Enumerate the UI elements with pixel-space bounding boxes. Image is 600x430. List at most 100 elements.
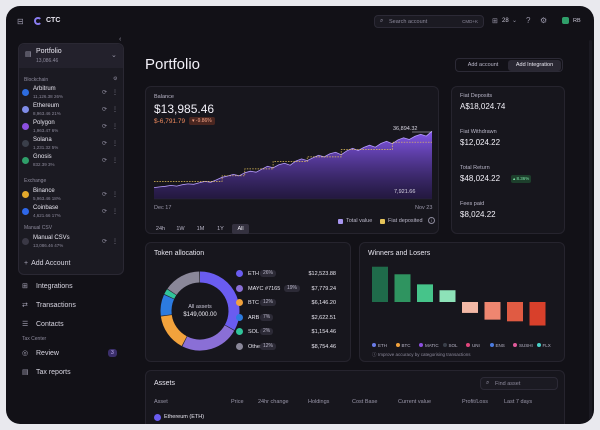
token-row[interactable]: BTC 12% $6,146.20 bbox=[236, 299, 336, 309]
sync-icon[interactable]: ⟳ bbox=[102, 158, 108, 164]
more-icon[interactable]: ⋮ bbox=[112, 209, 118, 215]
legend-swatch bbox=[372, 343, 376, 347]
avatar[interactable]: RB bbox=[573, 18, 581, 24]
token-row[interactable]: Other 12% $8,754.46 bbox=[236, 342, 336, 353]
token-row[interactable]: ETH 26% $12,523.88 bbox=[236, 270, 336, 280]
review-icon: ◎ bbox=[22, 350, 29, 357]
total-value-area bbox=[154, 131, 432, 199]
account-item[interactable]: Manual CSVs 13,086.46 47% ⟳ ⋮ bbox=[20, 235, 120, 253]
column-header[interactable]: Last 7 days bbox=[504, 399, 533, 405]
add-account-button[interactable]: + Add Account bbox=[24, 260, 120, 272]
range-button[interactable]: 1Y bbox=[217, 226, 224, 232]
donut-slice[interactable] bbox=[199, 271, 240, 331]
bar-matic[interactable] bbox=[417, 284, 433, 302]
nav-contacts[interactable]: ☰ Contacts bbox=[20, 319, 120, 333]
sync-icon[interactable]: ⟳ bbox=[102, 209, 108, 215]
chevron-down-icon[interactable]: ⌄ bbox=[512, 18, 518, 24]
portfolio-selector[interactable]: ▤ Portfolio 13,086.46 ⌄ bbox=[19, 44, 123, 68]
donut-slice[interactable] bbox=[160, 294, 175, 316]
token-value: $8,754.46 bbox=[311, 343, 336, 350]
sync-icon[interactable]: ⟳ bbox=[102, 124, 108, 130]
more-icon[interactable]: ⋮ bbox=[112, 239, 118, 245]
donut-slice[interactable] bbox=[160, 314, 188, 346]
winners-note[interactable]: Improve accuracy by categorising transac… bbox=[378, 352, 471, 357]
add-integration-button[interactable]: Add Integration bbox=[508, 60, 561, 71]
asset-search-input[interactable]: ⌕ Find asset bbox=[480, 377, 558, 390]
token-row[interactable]: ARB 7% $2,622.51 bbox=[236, 313, 336, 324]
search-input[interactable]: ⌕ Search account CMD+K bbox=[374, 15, 484, 28]
donut-slice[interactable] bbox=[182, 324, 235, 351]
account-item[interactable]: Solana 1,231.32 5% ⟳ ⋮ bbox=[20, 137, 120, 155]
account-item[interactable]: Coinbase 4,621.66 17% ⟳ ⋮ bbox=[20, 205, 120, 223]
sync-icon[interactable]: ⟳ bbox=[102, 107, 108, 113]
range-button[interactable]: 1W bbox=[176, 226, 185, 232]
nav-integrations[interactable]: ⊞ Integrations bbox=[20, 281, 120, 295]
account-item[interactable]: Binance 5,963.46 18% ⟳ ⋮ bbox=[20, 188, 120, 206]
sync-icon[interactable]: ⟳ bbox=[102, 192, 108, 198]
eth-token-icon bbox=[154, 414, 161, 421]
token-icon bbox=[236, 284, 243, 292]
column-header[interactable]: Profit/Loss bbox=[462, 399, 488, 405]
help-icon[interactable]: ? bbox=[526, 16, 531, 25]
stat-value: $8,024.22 bbox=[460, 210, 496, 219]
nav-label: Review bbox=[36, 350, 59, 357]
nav-tax-reports[interactable]: ▤ Tax reports bbox=[20, 367, 120, 381]
column-header[interactable]: Current value bbox=[398, 399, 432, 405]
donut-slice[interactable] bbox=[167, 271, 200, 296]
more-icon[interactable]: ⋮ bbox=[112, 107, 118, 113]
more-icon[interactable]: ⋮ bbox=[112, 192, 118, 198]
account-name: Manual CSVs bbox=[33, 235, 70, 241]
range-button[interactable]: 24h bbox=[155, 226, 166, 232]
sync-icon[interactable]: ⟳ bbox=[102, 90, 108, 96]
winners-losers-chart bbox=[372, 266, 546, 326]
donut-slice[interactable] bbox=[164, 289, 177, 299]
column-header[interactable]: Asset bbox=[154, 399, 168, 405]
main-content: Portfolio Add account Add Integration Ba… bbox=[129, 36, 594, 424]
grid-icon[interactable]: ⊞ bbox=[492, 18, 498, 25]
account-percent: 5% bbox=[51, 145, 59, 150]
more-icon[interactable]: ⋮ bbox=[112, 90, 118, 96]
range-button[interactable]: All bbox=[232, 224, 249, 234]
column-header[interactable]: 24hr change bbox=[258, 399, 289, 405]
bar-btc[interactable] bbox=[394, 274, 411, 302]
sync-icon[interactable]: ⟳ bbox=[102, 239, 108, 245]
sync-icon[interactable]: ⟳ bbox=[102, 141, 108, 147]
settings-icon[interactable]: ⚙ bbox=[540, 16, 548, 25]
notification-count[interactable]: 28 bbox=[502, 18, 509, 24]
info-icon[interactable]: i bbox=[428, 217, 435, 224]
account-item[interactable]: Polygon 1,963.47 6% ⟳ ⋮ bbox=[20, 120, 120, 138]
bar-sushi[interactable] bbox=[507, 302, 523, 322]
collapse-sidebar-icon[interactable]: ⊟ bbox=[17, 17, 24, 26]
account-item[interactable]: Gnosis 832.39 3% ⟳ ⋮ bbox=[20, 154, 120, 172]
bar-ens[interactable] bbox=[484, 302, 501, 320]
bar-uni[interactable] bbox=[462, 302, 478, 313]
bar-sol[interactable] bbox=[439, 290, 456, 302]
token-row[interactable]: MAYC #7165 19% $7,779.24 bbox=[236, 284, 336, 295]
token-row[interactable]: SOL 2% $1,154.46 bbox=[236, 328, 336, 338]
more-icon[interactable]: ⋮ bbox=[112, 124, 118, 130]
legend-label: ETH bbox=[378, 343, 387, 348]
more-icon[interactable]: ⋮ bbox=[112, 158, 118, 164]
account-item[interactable]: Ethereum 8,963.46 21% ⟳ ⋮ bbox=[20, 103, 120, 121]
scrollbar[interactable] bbox=[589, 40, 592, 420]
nav-review[interactable]: ◎ Review 3 bbox=[20, 348, 120, 362]
page-title: Portfolio bbox=[145, 56, 201, 73]
column-header[interactable]: Holdings bbox=[308, 399, 330, 405]
range-button[interactable]: 1M bbox=[196, 226, 205, 232]
account-logo-icon bbox=[22, 140, 29, 147]
account-item[interactable]: Arbitrum 11,126.38 26% ⟳ ⋮ bbox=[20, 86, 120, 104]
nav-transactions[interactable]: ⇄ Transactions bbox=[20, 300, 120, 314]
bar-eth[interactable] bbox=[372, 266, 388, 302]
column-header[interactable]: Price bbox=[231, 399, 244, 405]
legend-swatch bbox=[419, 343, 423, 347]
bar-flx[interactable] bbox=[529, 302, 546, 326]
more-icon[interactable]: ⋮ bbox=[112, 141, 118, 147]
account-balance: 11,126.38 26% bbox=[33, 94, 63, 99]
table-row[interactable]: Ethereum (ETH) bbox=[146, 413, 566, 423]
token-icon bbox=[236, 313, 243, 321]
info-icon: ⓘ bbox=[372, 352, 377, 357]
add-account-header-button[interactable]: Add account bbox=[467, 62, 499, 68]
column-header[interactable]: Cost Base bbox=[352, 399, 378, 405]
sidebar-collapse-icon[interactable]: ‹ bbox=[119, 36, 122, 43]
token-percent: 19% bbox=[284, 284, 301, 292]
